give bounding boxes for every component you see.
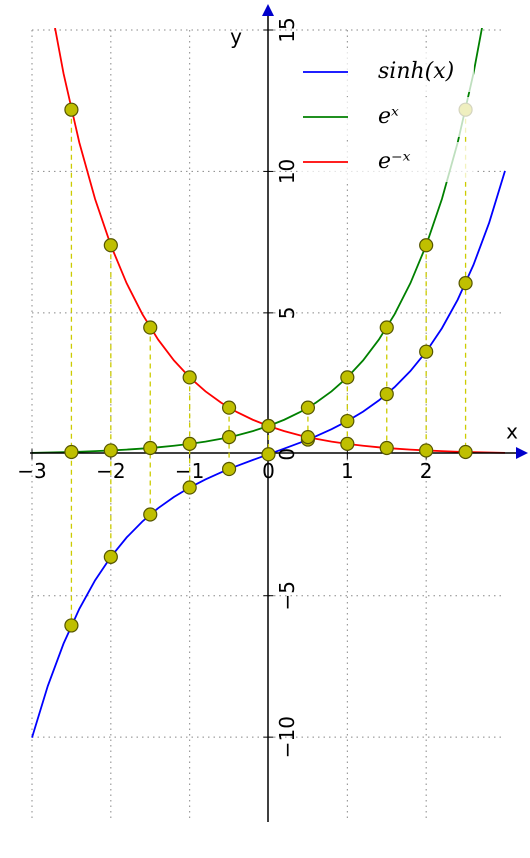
y-tick-label: −5	[275, 581, 299, 610]
point	[143, 440, 158, 456]
point	[379, 440, 394, 456]
x-tick-label: 2	[420, 459, 433, 483]
x-tick-label: 1	[341, 459, 354, 483]
y-tick-label: −10	[275, 716, 299, 758]
point	[340, 413, 355, 429]
point	[182, 370, 197, 385]
y-tick-label: 5	[275, 306, 299, 319]
point	[103, 238, 118, 253]
point	[379, 320, 394, 335]
point	[300, 430, 316, 445]
point	[64, 102, 79, 117]
x-tick-label: 0	[262, 459, 275, 483]
point	[221, 461, 237, 477]
point	[300, 400, 316, 415]
point	[221, 400, 237, 415]
point	[340, 436, 355, 451]
y-tick-label: 10	[275, 159, 299, 184]
point	[261, 418, 276, 434]
legend-label: eˣ	[378, 104, 399, 129]
point	[182, 480, 197, 495]
point	[143, 320, 158, 335]
point	[261, 447, 276, 462]
point	[419, 344, 434, 359]
point	[64, 444, 79, 460]
y-axis-label: y	[230, 25, 242, 49]
legend-label: e⁻ˣ	[378, 149, 411, 174]
legend-label: sinh(x)	[378, 59, 454, 84]
point	[379, 386, 394, 402]
point	[64, 618, 79, 633]
x-arrow	[516, 447, 528, 459]
point	[182, 436, 197, 451]
point	[419, 238, 434, 253]
point	[419, 443, 434, 458]
y-tick-label: 0	[275, 448, 299, 461]
x-tick-label: −3	[17, 459, 46, 483]
x-axis-label: x	[506, 420, 518, 444]
point	[458, 276, 473, 291]
point	[103, 443, 118, 458]
point	[458, 444, 473, 460]
point	[103, 549, 118, 564]
point	[221, 430, 237, 445]
point	[340, 370, 355, 385]
y-arrow	[262, 4, 274, 16]
y-tick-label: 15	[275, 17, 299, 42]
point	[143, 507, 158, 522]
